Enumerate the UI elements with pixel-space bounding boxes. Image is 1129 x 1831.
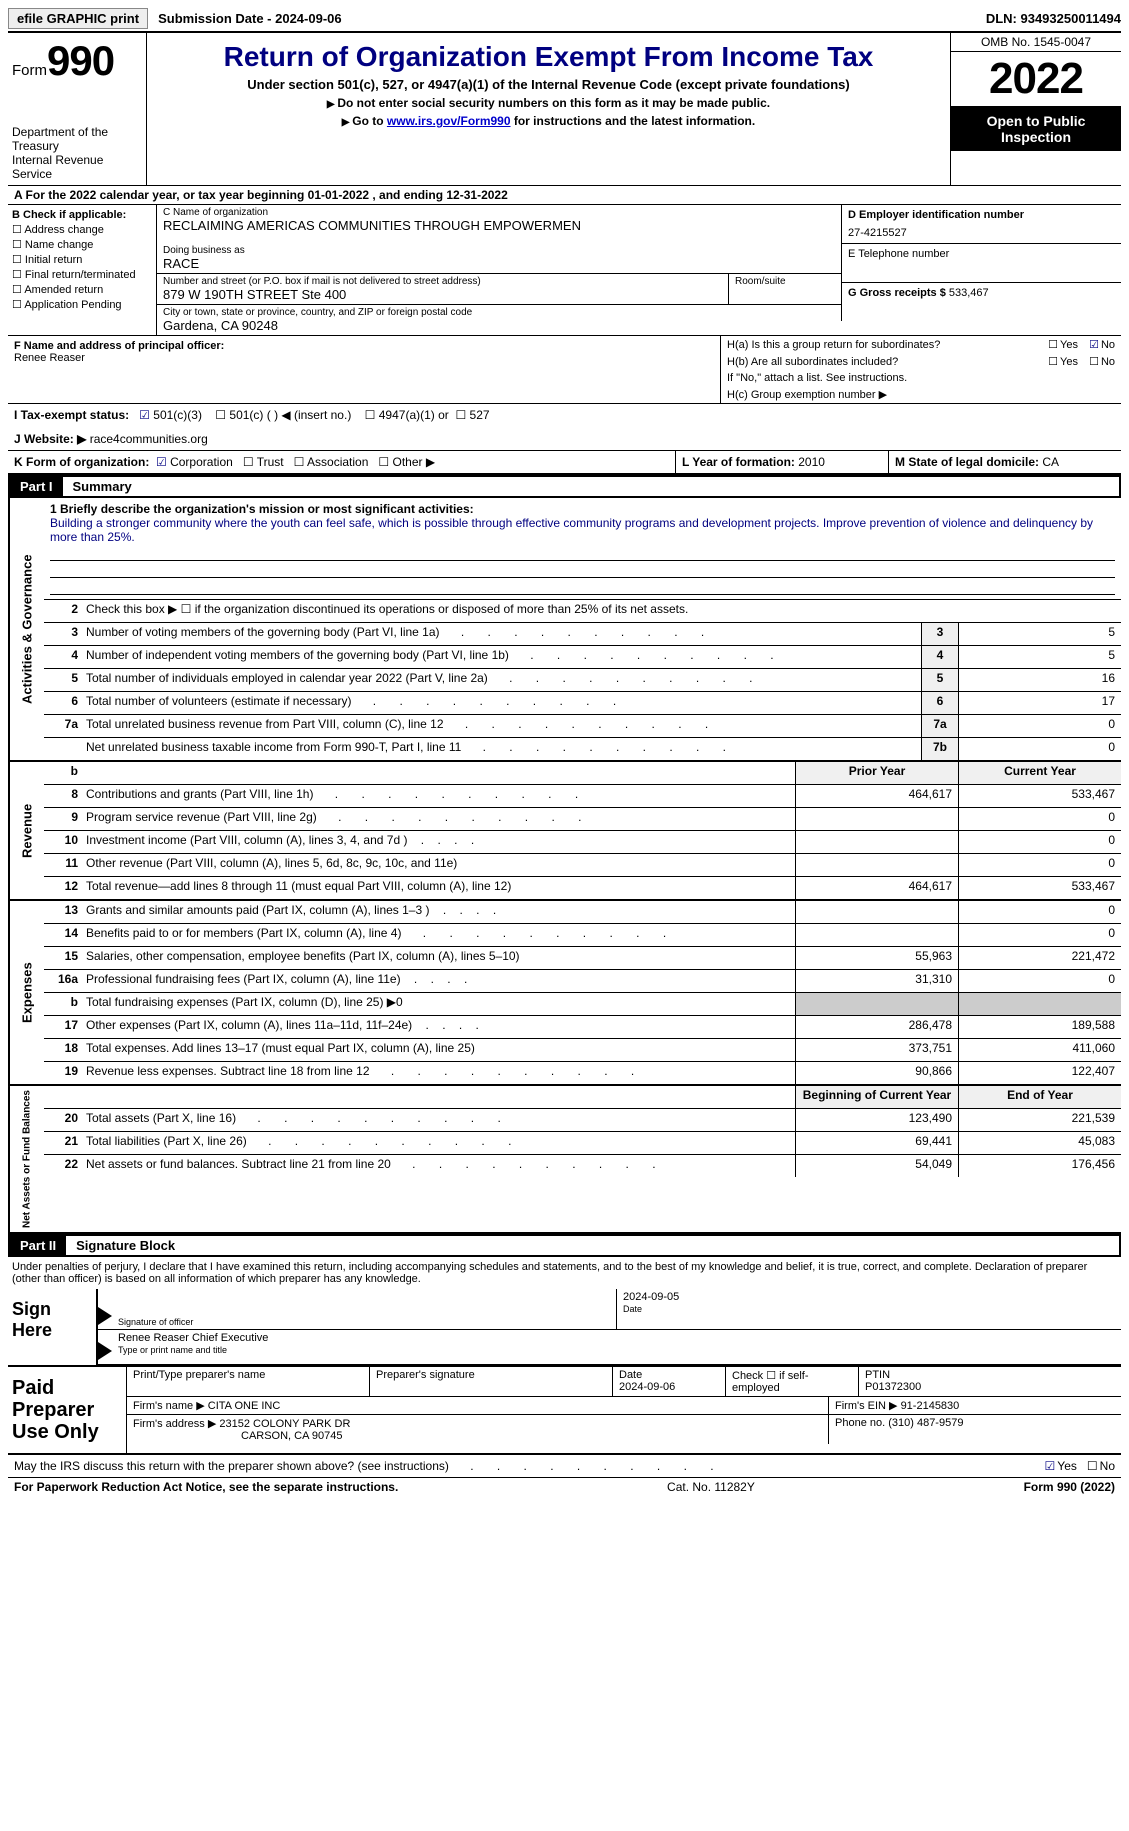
top-bar: efile GRAPHIC print Submission Date - 20… [8, 8, 1121, 33]
org-name-cell: C Name of organization RECLAIMING AMERIC… [157, 205, 841, 274]
row-i-j: I Tax-exempt status: 501(c)(3) 501(c) ( … [8, 404, 1121, 451]
part2-header: Part II Signature Block [8, 1234, 1121, 1257]
group-return-section: H(a) Is this a group return for subordin… [720, 336, 1121, 403]
chk-association[interactable]: Association [294, 455, 369, 469]
line2: Check this box ▶ ☐ if the organization d… [82, 600, 1121, 622]
hb-no[interactable]: No [1089, 356, 1115, 368]
section-bcd: B Check if applicable: Address change Na… [8, 205, 1121, 336]
ha-no[interactable]: No [1089, 339, 1115, 351]
irs-discuss-row: May the IRS discuss this return with the… [8, 1455, 1121, 1477]
chk-other[interactable]: Other ▶ [378, 455, 435, 469]
chk-527[interactable]: 527 [455, 408, 489, 422]
form990-link[interactable]: www.irs.gov/Form990 [387, 114, 511, 128]
ha-yes[interactable]: Yes [1048, 339, 1078, 351]
chk-corporation[interactable]: Corporation [156, 455, 233, 469]
chk-initial-return[interactable]: Initial return [12, 253, 152, 266]
officer-name: Renee Reaser Chief Executive [118, 1332, 1115, 1344]
mission-cell: 1 Briefly describe the organization's mi… [44, 498, 1121, 600]
street-address-cell: Number and street (or P.O. box if mail i… [157, 274, 729, 305]
state-domicile: M State of legal domicile: CA [889, 451, 1121, 473]
net-assets-section: Net Assets or Fund Balances Beginning of… [8, 1086, 1121, 1234]
col-c-org-info: C Name of organization RECLAIMING AMERIC… [157, 205, 841, 335]
form-header: Form990 Department of the Treasury Inter… [8, 33, 1121, 186]
gross-receipts-cell: G Gross receipts $ 533,467 [841, 283, 1121, 321]
form-footer: Form 990 (2022) [1024, 1480, 1115, 1494]
side-label-governance: Activities & Governance [8, 498, 44, 760]
submission-date-label: Submission Date - 2024-09-06 [152, 11, 342, 26]
activities-governance-section: Activities & Governance 1 Briefly descri… [8, 498, 1121, 762]
room-suite-cell: Room/suite [729, 274, 841, 305]
goto-note: Go to www.irs.gov/Form990 for instructio… [155, 114, 942, 128]
part1-header: Part I Summary [8, 475, 1121, 498]
city-cell: City or town, state or province, country… [157, 305, 841, 335]
open-to-public: Open to Public Inspection [951, 107, 1121, 151]
ssn-note: Do not enter social security numbers on … [155, 96, 942, 110]
ha-row: H(a) Is this a group return for subordin… [721, 336, 1121, 353]
discuss-no[interactable]: No [1087, 1459, 1115, 1473]
side-label-revenue: Revenue [8, 762, 44, 899]
header-center: Return of Organization Exempt From Incom… [147, 33, 950, 185]
col-b-title: B Check if applicable: [12, 209, 152, 221]
form-title: Return of Organization Exempt From Incom… [155, 41, 942, 73]
year-formation: L Year of formation: 2010 [676, 451, 889, 473]
principal-officer: F Name and address of principal officer:… [8, 336, 720, 403]
row-fh: F Name and address of principal officer:… [8, 336, 1121, 404]
side-label-netassets: Net Assets or Fund Balances [8, 1086, 44, 1232]
tax-exempt-status: I Tax-exempt status: 501(c)(3) 501(c) ( … [14, 408, 1115, 422]
chk-501c[interactable]: 501(c) ( ) ◀ (insert no.) [215, 408, 351, 422]
paid-preparer-label: Paid Preparer Use Only [8, 1367, 127, 1453]
chk-application-pending[interactable]: Application Pending [12, 298, 152, 311]
col-b-check-applicable: B Check if applicable: Address change Na… [8, 205, 157, 335]
chk-501c3[interactable]: 501(c)(3) [139, 408, 202, 422]
chk-4947[interactable]: 4947(a)(1) or [365, 408, 449, 422]
side-label-expenses: Expenses [8, 901, 44, 1084]
expenses-section: Expenses 13Grants and similar amounts pa… [8, 901, 1121, 1086]
website-label: J Website: ▶ [14, 432, 86, 446]
row-a-calendar-year: A For the 2022 calendar year, or tax yea… [8, 186, 1121, 205]
cat-number: Cat. No. 11282Y [398, 1480, 1023, 1494]
header-right: OMB No. 1545-0047 2022 Open to Public In… [950, 33, 1121, 185]
tax-year: 2022 [951, 52, 1121, 107]
form-number: Form990 [12, 37, 142, 85]
website-value: race4communities.org [90, 432, 208, 446]
dept-treasury: Department of the Treasury [12, 125, 142, 153]
declaration-text: Under penalties of perjury, I declare th… [8, 1257, 1121, 1289]
paperwork-notice: For Paperwork Reduction Act Notice, see … [14, 1480, 398, 1494]
hb-note: If "No," attach a list. See instructions… [721, 370, 1121, 386]
signature-block: Under penalties of perjury, I declare th… [8, 1257, 1121, 1367]
signature-of-officer: Signature of officer [112, 1289, 617, 1329]
hc-row: H(c) Group exemption number ▶ [721, 386, 1121, 403]
form-subtitle: Under section 501(c), 527, or 4947(a)(1)… [155, 77, 942, 92]
chk-amended-return[interactable]: Amended return [12, 283, 152, 296]
paid-preparer-block: Paid Preparer Use Only Print/Type prepar… [8, 1367, 1121, 1455]
dln: DLN: 93493250011494 [986, 11, 1121, 26]
chk-final-return[interactable]: Final return/terminated [12, 268, 152, 281]
row-k: K Form of organization: Corporation Trus… [8, 451, 1121, 475]
chk-name-change[interactable]: Name change [12, 238, 152, 251]
efile-print-button[interactable]: efile GRAPHIC print [8, 8, 148, 29]
chk-trust[interactable]: Trust [243, 455, 284, 469]
header-left: Form990 Department of the Treasury Inter… [8, 33, 147, 185]
bottom-bar: For Paperwork Reduction Act Notice, see … [8, 1477, 1121, 1496]
telephone-cell: E Telephone number [841, 244, 1121, 283]
irs-label: Internal Revenue Service [12, 153, 142, 181]
revenue-section: Revenue bPrior YearCurrent Year 8Contrib… [8, 762, 1121, 901]
col-d-ein: D Employer identification number 27-4215… [841, 205, 1121, 335]
ein-cell: D Employer identification number 27-4215… [841, 205, 1121, 244]
hb-row: H(b) Are all subordinates included? Yes … [721, 353, 1121, 370]
sign-here-label: Sign Here [8, 1289, 98, 1365]
chk-address-change[interactable]: Address change [12, 223, 152, 236]
omb-number: OMB No. 1545-0047 [951, 33, 1121, 52]
hb-yes[interactable]: Yes [1048, 356, 1078, 368]
discuss-yes[interactable]: Yes [1045, 1459, 1077, 1473]
